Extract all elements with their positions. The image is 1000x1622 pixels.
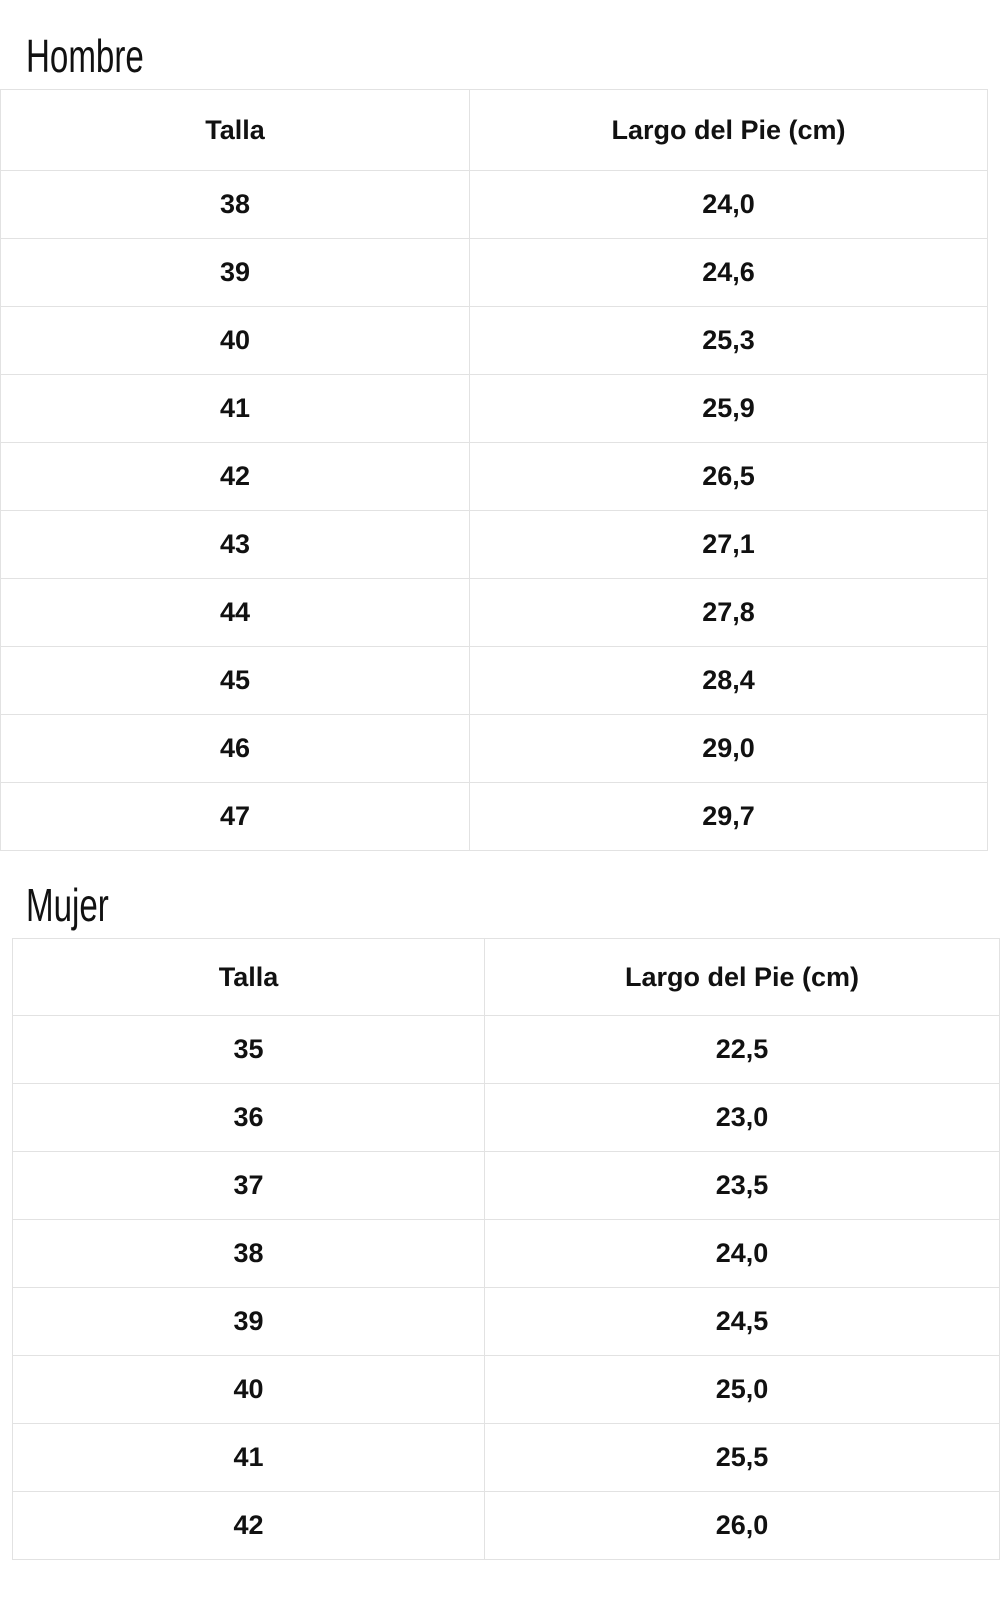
table-row: 46 29,0	[0, 714, 988, 783]
cell-talla: 37	[12, 1151, 485, 1220]
size-table-mujer: Talla Largo del Pie (cm) 35 22,5 36 23,0 37 2…	[12, 938, 1000, 1560]
cell-talla: 40	[12, 1355, 485, 1424]
cell-talla: 43	[0, 510, 470, 579]
cell-largo: 24,0	[484, 1219, 1000, 1288]
cell-talla: 44	[0, 578, 470, 647]
cell-largo: 24,5	[484, 1287, 1000, 1356]
cell-talla: 41	[0, 374, 470, 443]
section-title-mujer: Mujer	[26, 879, 109, 931]
cell-largo: 27,1	[469, 510, 988, 579]
cell-talla: 39	[0, 238, 470, 307]
header-talla: Talla	[12, 938, 485, 1016]
cell-talla: 45	[0, 646, 470, 715]
table-row: 45 28,4	[0, 646, 988, 715]
cell-largo: 23,5	[484, 1151, 1000, 1220]
cell-largo: 25,0	[484, 1355, 1000, 1424]
cell-talla: 35	[12, 1015, 485, 1084]
cell-largo: 27,8	[469, 578, 988, 647]
table-row: 39 24,5	[12, 1287, 1000, 1356]
cell-largo: 24,6	[469, 238, 988, 307]
cell-largo: 26,0	[484, 1491, 1000, 1560]
cell-largo: 25,5	[484, 1423, 1000, 1492]
cell-talla: 42	[0, 442, 470, 511]
table-row: 35 22,5	[12, 1015, 1000, 1084]
table-row: 41 25,9	[0, 374, 988, 443]
cell-talla: 38	[0, 170, 470, 239]
table-row: 39 24,6	[0, 238, 988, 307]
table-header-row: Talla Largo del Pie (cm)	[0, 89, 988, 171]
table-row: 42 26,0	[12, 1491, 1000, 1560]
cell-largo: 28,4	[469, 646, 988, 715]
cell-largo: 25,9	[469, 374, 988, 443]
cell-talla: 47	[0, 782, 470, 851]
cell-talla: 39	[12, 1287, 485, 1356]
cell-largo: 23,0	[484, 1083, 1000, 1152]
table-row: 40 25,3	[0, 306, 988, 375]
table-header-row: Talla Largo del Pie (cm)	[12, 938, 1000, 1016]
table-row: 37 23,5	[12, 1151, 1000, 1220]
section-title-hombre: Hombre	[26, 30, 144, 82]
cell-talla: 46	[0, 714, 470, 783]
cell-largo: 29,7	[469, 782, 988, 851]
cell-talla: 36	[12, 1083, 485, 1152]
table-row: 40 25,0	[12, 1355, 1000, 1424]
table-row: 41 25,5	[12, 1423, 1000, 1492]
cell-talla: 41	[12, 1423, 485, 1492]
table-row: 38 24,0	[12, 1219, 1000, 1288]
cell-largo: 26,5	[469, 442, 988, 511]
cell-largo: 22,5	[484, 1015, 1000, 1084]
cell-largo: 25,3	[469, 306, 988, 375]
cell-largo: 29,0	[469, 714, 988, 783]
table-row: 43 27,1	[0, 510, 988, 579]
cell-largo: 24,0	[469, 170, 988, 239]
header-largo: Largo del Pie (cm)	[484, 938, 1000, 1016]
cell-talla: 40	[0, 306, 470, 375]
table-row: 42 26,5	[0, 442, 988, 511]
table-row: 44 27,8	[0, 578, 988, 647]
table-row: 47 29,7	[0, 782, 988, 851]
table-row: 36 23,0	[12, 1083, 1000, 1152]
header-talla: Talla	[0, 89, 470, 171]
header-largo: Largo del Pie (cm)	[469, 89, 988, 171]
size-table-hombre: Talla Largo del Pie (cm) 38 24,0 39 24,6 40 2…	[0, 89, 988, 851]
cell-talla: 38	[12, 1219, 485, 1288]
cell-talla: 42	[12, 1491, 485, 1560]
table-row: 38 24,0	[0, 170, 988, 239]
